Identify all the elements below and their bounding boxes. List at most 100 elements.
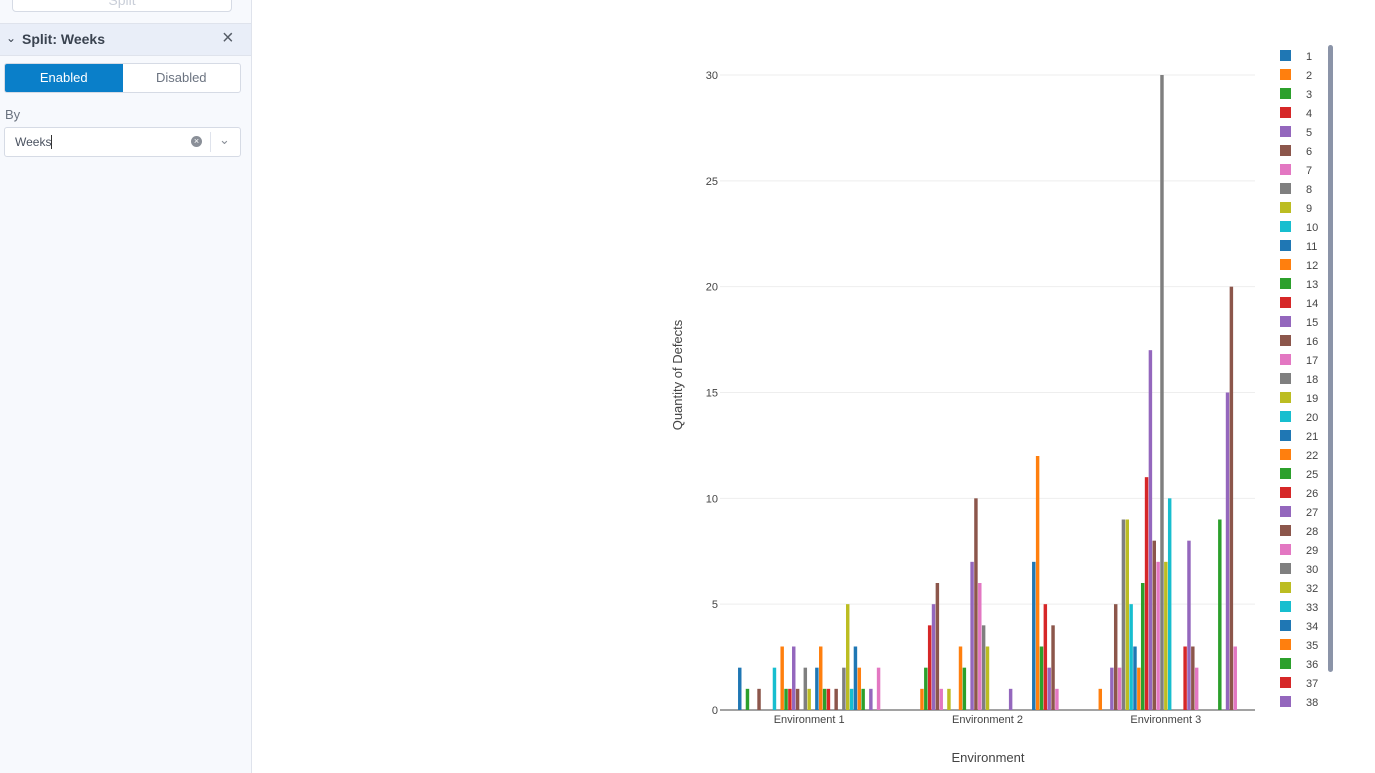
legend-swatch bbox=[1280, 50, 1291, 61]
bar bbox=[1039, 646, 1044, 710]
legend-label: 1 bbox=[1306, 51, 1312, 63]
legend-label: 20 bbox=[1306, 412, 1318, 424]
bar bbox=[1051, 625, 1055, 710]
bar bbox=[1233, 646, 1237, 710]
legend-swatch bbox=[1280, 525, 1291, 536]
legend-swatch bbox=[1280, 240, 1291, 251]
legend-label: 4 bbox=[1306, 108, 1312, 120]
legend-label: 16 bbox=[1306, 336, 1318, 348]
legend-label: 17 bbox=[1306, 355, 1318, 367]
bar bbox=[958, 646, 963, 710]
bar bbox=[970, 561, 974, 710]
bar bbox=[1164, 561, 1168, 710]
clear-icon[interactable]: × bbox=[191, 136, 202, 147]
split-button[interactable]: Split bbox=[12, 0, 232, 12]
y-tick-label: 30 bbox=[706, 70, 718, 82]
legend-swatch bbox=[1280, 677, 1291, 688]
legend-label: 7 bbox=[1306, 165, 1312, 177]
bar bbox=[985, 646, 990, 710]
bar bbox=[1140, 583, 1145, 710]
bar bbox=[842, 667, 846, 710]
legend-swatch bbox=[1280, 373, 1291, 384]
x-tick-label: Environment 3 bbox=[1130, 714, 1201, 726]
bar bbox=[1187, 540, 1191, 710]
legend-swatch bbox=[1280, 145, 1291, 156]
legend-swatch bbox=[1280, 88, 1291, 99]
bar bbox=[861, 688, 865, 710]
chevron-down-icon[interactable]: ⌄ bbox=[219, 132, 230, 147]
bar bbox=[1183, 646, 1187, 710]
legend-label: 26 bbox=[1306, 488, 1318, 500]
legend-label: 38 bbox=[1306, 697, 1318, 709]
bar bbox=[795, 688, 800, 710]
legend-swatch bbox=[1280, 430, 1291, 441]
bar bbox=[947, 688, 951, 710]
legend-swatch bbox=[1280, 563, 1291, 574]
split-section-header[interactable]: ⌄ Split: Weeks × bbox=[0, 23, 251, 56]
legend-label: 3 bbox=[1306, 89, 1312, 101]
bar bbox=[978, 583, 982, 710]
bar bbox=[772, 667, 777, 710]
by-label: By bbox=[5, 107, 21, 122]
bar bbox=[1152, 540, 1156, 710]
bar bbox=[876, 667, 881, 710]
legend-label: 33 bbox=[1306, 602, 1318, 614]
legend-label: 5 bbox=[1306, 127, 1312, 139]
bar bbox=[845, 604, 850, 710]
legend-label: 29 bbox=[1306, 545, 1318, 557]
legend-label: 36 bbox=[1306, 659, 1318, 671]
legend-swatch bbox=[1280, 544, 1291, 555]
legend-swatch bbox=[1280, 639, 1291, 650]
legend-label: 19 bbox=[1306, 393, 1318, 405]
bar bbox=[1133, 646, 1137, 710]
legend-swatch bbox=[1280, 183, 1291, 194]
x-axis-title: Environment bbox=[952, 750, 1025, 765]
by-select-value[interactable]: Weeks bbox=[15, 135, 53, 149]
section-title: Split: Weeks bbox=[22, 31, 105, 47]
legend-label: 14 bbox=[1306, 298, 1318, 310]
close-icon[interactable]: × bbox=[222, 27, 234, 49]
legend-swatch bbox=[1280, 582, 1291, 593]
bar bbox=[1225, 392, 1230, 710]
bar bbox=[780, 646, 784, 710]
bar bbox=[1148, 350, 1153, 710]
bar bbox=[1110, 667, 1114, 710]
bar bbox=[924, 667, 928, 710]
legend-swatch bbox=[1280, 468, 1291, 479]
legend-scrollbar[interactable] bbox=[1328, 45, 1333, 672]
legend-swatch bbox=[1280, 354, 1291, 365]
bar bbox=[1167, 498, 1172, 710]
disabled-option[interactable]: Disabled bbox=[155, 70, 207, 85]
legend-swatch bbox=[1280, 696, 1291, 707]
legend-swatch bbox=[1280, 620, 1291, 631]
legend-swatch bbox=[1280, 487, 1291, 498]
legend-label: 37 bbox=[1306, 678, 1318, 690]
bar bbox=[849, 688, 854, 710]
bar bbox=[857, 667, 862, 710]
legend-swatch bbox=[1280, 335, 1291, 346]
sidebar: Split ⌄ Split: Weeks × Enabled Disabled … bbox=[0, 0, 252, 773]
bar bbox=[1160, 75, 1164, 710]
chevron-down-icon[interactable]: ⌄ bbox=[6, 31, 17, 45]
legend-swatch bbox=[1280, 297, 1291, 308]
legend-label: 28 bbox=[1306, 526, 1318, 538]
bar bbox=[1043, 604, 1048, 710]
legend-swatch bbox=[1280, 449, 1291, 460]
legend-swatch bbox=[1280, 506, 1291, 517]
bar bbox=[869, 688, 873, 710]
bar bbox=[939, 688, 943, 710]
by-select[interactable]: Weeks × ⌄ bbox=[4, 127, 241, 157]
enabled-option[interactable]: Enabled bbox=[5, 64, 123, 92]
bar bbox=[1129, 604, 1133, 710]
legend-swatch bbox=[1280, 126, 1291, 137]
legend-label: 21 bbox=[1306, 431, 1318, 443]
bar bbox=[815, 667, 819, 710]
legend-swatch bbox=[1280, 202, 1291, 213]
y-tick-label: 15 bbox=[706, 388, 718, 400]
bar bbox=[822, 688, 827, 710]
legend-label: 25 bbox=[1306, 469, 1318, 481]
legend-swatch bbox=[1280, 601, 1291, 612]
bar bbox=[1156, 561, 1160, 710]
bar bbox=[1137, 667, 1141, 710]
bar bbox=[1117, 667, 1122, 710]
